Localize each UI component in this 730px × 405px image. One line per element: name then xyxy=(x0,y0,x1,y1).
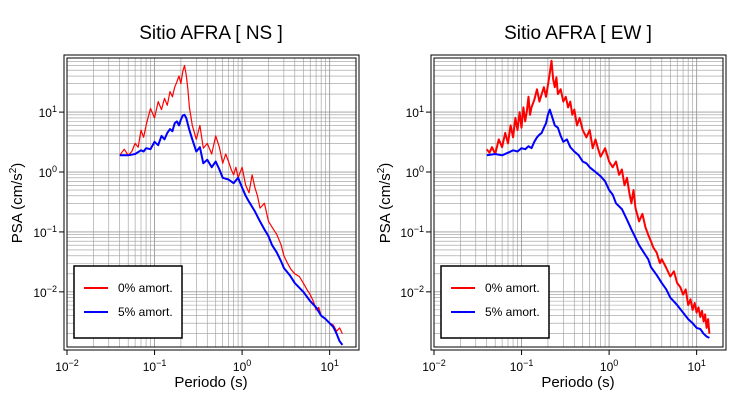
y-axis-label-tail: ) xyxy=(377,163,394,168)
y-tick-labels: 10−2 10−1 100 101 xyxy=(400,104,424,300)
x-tick-label: 10−2 xyxy=(55,358,79,374)
y-axis-label-superscript: 2 xyxy=(376,167,387,173)
y-tick-label: 100 xyxy=(406,164,424,180)
chart-panel-ns: Sitio AFRA [ NS ] Periodo (s) PSA (cm/s2… xyxy=(8,23,360,391)
x-tick-labels: 10−2 10−1 100 101 xyxy=(422,358,706,374)
legend-label-undamped: 0% amort. xyxy=(118,281,173,295)
y-tick-label: 100 xyxy=(39,164,57,180)
series-line-damped xyxy=(486,108,710,339)
x-tick-label: 101 xyxy=(687,358,705,374)
tick-marks xyxy=(59,111,331,355)
legend-label-undamped: 0% amort. xyxy=(485,281,540,295)
plot-area xyxy=(59,54,360,355)
plot-frame xyxy=(66,57,357,348)
chart-title: Sitio AFRA [ EW ] xyxy=(504,23,652,44)
y-tick-label: 101 xyxy=(406,104,424,120)
legend-box xyxy=(440,265,550,339)
svg-text:PSA (cm/s2): PSA (cm/s2) xyxy=(8,163,26,244)
x-tick-label: 101 xyxy=(320,358,338,374)
series-line-undamped xyxy=(485,59,711,334)
x-axis-label: Periodo (s) xyxy=(174,374,247,391)
y-tick-label: 10−1 xyxy=(33,224,57,240)
y-tick-label: 101 xyxy=(39,104,57,120)
y-tick-label: 10−2 xyxy=(33,284,57,300)
y-tick-label: 10−2 xyxy=(400,284,424,300)
y-axis-label-tail: ) xyxy=(9,163,26,168)
y-axis-label: PSA (cm/s2) xyxy=(376,163,394,244)
legend-box xyxy=(73,265,183,339)
y-axis-label-main: PSA (cm/s xyxy=(9,173,26,243)
legend: 0% amort. 5% amort. xyxy=(440,265,550,339)
plot-frame xyxy=(433,57,724,348)
x-tick-label: 100 xyxy=(233,358,251,374)
plot-frame-outer xyxy=(430,54,727,351)
y-axis-label: PSA (cm/s2) xyxy=(8,163,26,244)
legend-label-damped: 5% amort. xyxy=(118,305,173,319)
x-tick-label: 10−2 xyxy=(422,358,446,374)
y-axis-label-superscript: 2 xyxy=(8,167,19,173)
y-axis-label-main: PSA (cm/s xyxy=(377,173,394,243)
series-line-undamped xyxy=(119,64,343,334)
y-tick-label: 10−1 xyxy=(400,224,424,240)
chart-panel-ew: Sitio AFRA [ EW ] Periodo (s) PSA (cm/s2… xyxy=(376,23,727,391)
legend-label-damped: 5% amort. xyxy=(485,305,540,319)
x-tick-label: 100 xyxy=(600,358,618,374)
series-line-damped xyxy=(119,113,344,346)
legend: 0% amort. 5% amort. xyxy=(73,265,183,339)
x-tick-labels: 10−2 10−1 100 101 xyxy=(55,358,339,374)
svg-text:PSA (cm/s2): PSA (cm/s2) xyxy=(376,163,394,244)
y-tick-labels: 10−2 10−1 100 101 xyxy=(33,104,57,300)
x-tick-label: 10−1 xyxy=(143,358,167,374)
plot-frame-outer xyxy=(63,54,360,351)
x-axis-label: Periodo (s) xyxy=(541,374,614,391)
x-tick-label: 10−1 xyxy=(510,358,534,374)
chart-title: Sitio AFRA [ NS ] xyxy=(139,23,283,44)
tick-marks xyxy=(426,111,698,355)
